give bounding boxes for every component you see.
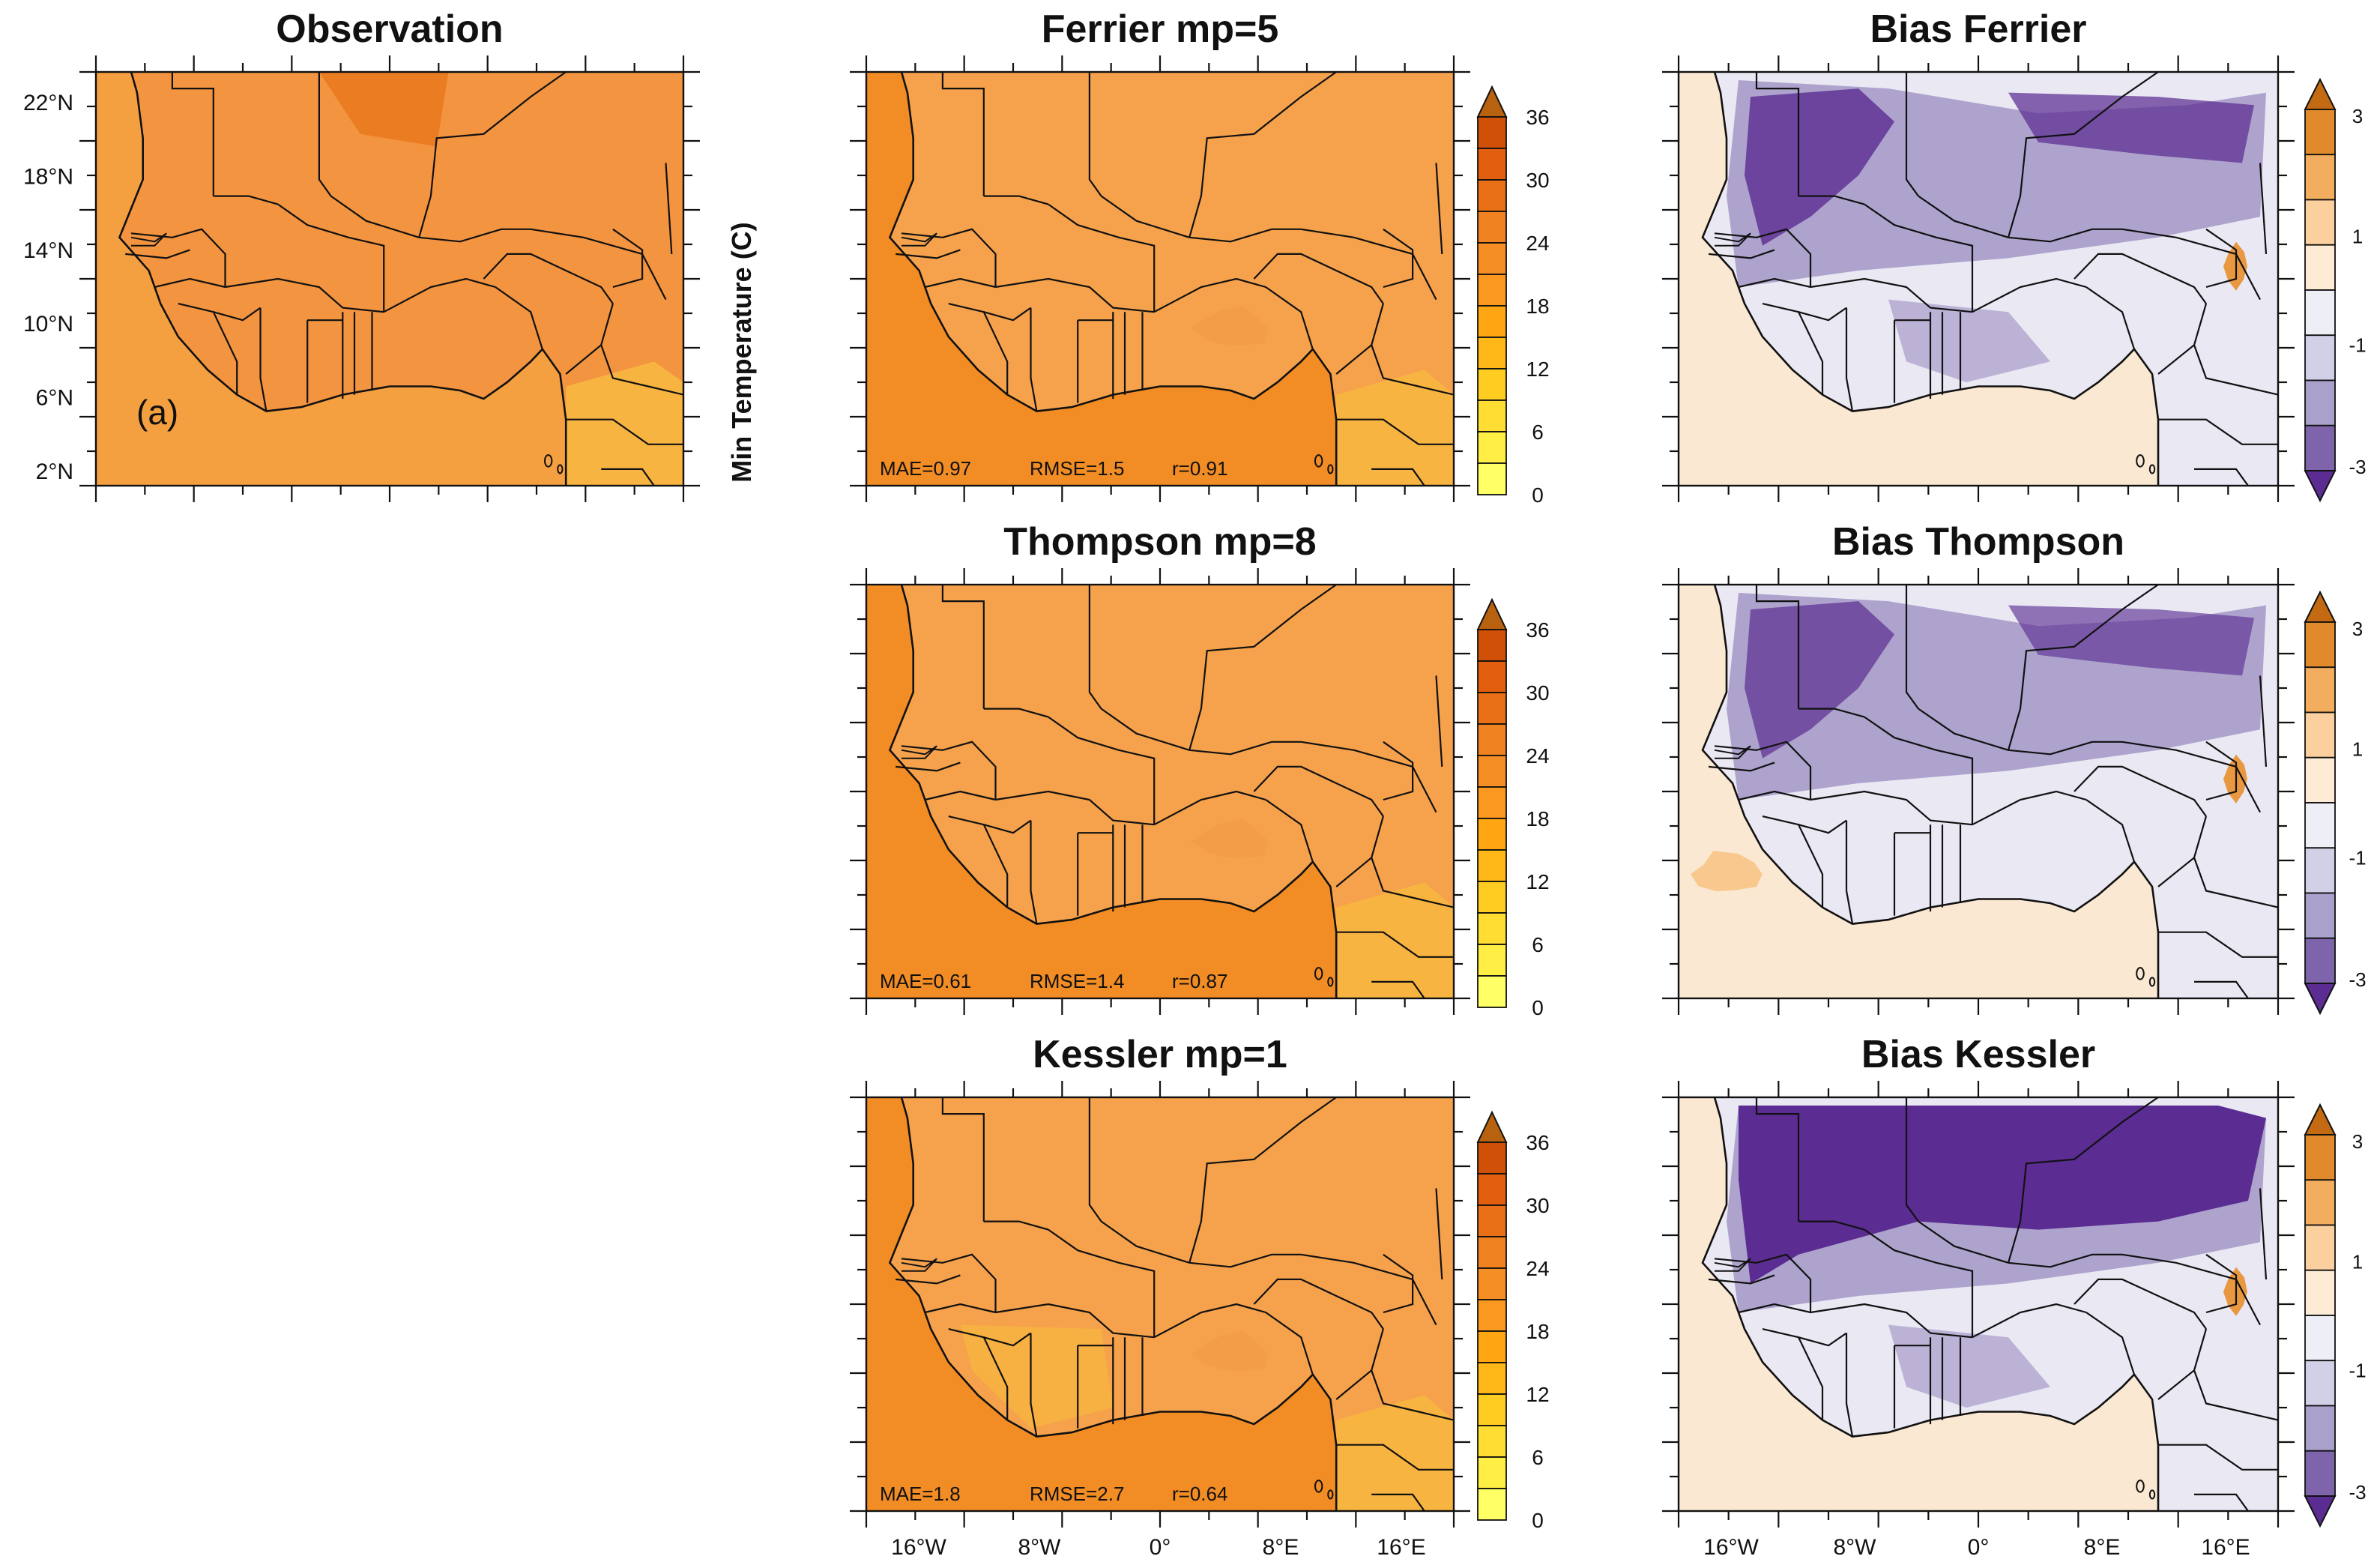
colorbar-label: 24 [1526,1257,1549,1280]
mae-stat: MAE=0.61 [880,970,971,992]
panel-bias-thompson: Bias Thompson 3 1 -1 -3 [1662,520,2367,1016]
colorbar-label: 30 [1526,1194,1549,1217]
colorbar-label: -1 [2349,1359,2366,1381]
colorbar-label: 24 [1526,232,1549,255]
colorbar-label: 18 [1526,295,1549,318]
colorbar-label: 3 [2352,1130,2363,1153]
colorbar-label: 3 [2352,105,2363,127]
colorbar-overflow-arrow [1476,597,1508,630]
lon-tick-label: 0° [1150,1535,1171,1560]
lat-tick-label: 10°N [23,312,73,337]
rmse-stat: RMSE=1.4 [1030,970,1124,992]
lat-tick-label: 6°N [36,386,73,411]
colorbar-label: 3 [2352,618,2363,640]
lon-tick-label: 0° [1968,1535,1990,1560]
panel-title: Bias Kessler [1861,1033,2095,1076]
lat-tick-label: 2°N [36,459,73,484]
colorbar-overflow-arrow [2304,1103,2337,1136]
lon-tick-label: 8°E [1263,1535,1299,1560]
colorbar-label: 6 [1532,933,1544,956]
panel-bias-ferrier: Bias Ferrier 3 1 -1 -3 [1662,7,2367,503]
correlation-stat: r=0.91 [1172,457,1227,480]
lon-tick-label: 8°W [1834,1535,1877,1560]
colorbar-axis-label: Min Temperature (C) [726,222,757,482]
rmse-stat: RMSE=1.5 [1030,457,1124,480]
mae-stat: MAE=0.97 [880,457,971,480]
lon-tick-label: 8°E [2084,1535,2121,1560]
colorbar-label: 1 [2352,1251,2363,1273]
colorbar-label: 24 [1526,744,1549,768]
lon-tick-label: 16°E [1377,1535,1425,1560]
colorbar-label: 1 [2352,738,2363,761]
panel-title: Bias Ferrier [1870,7,2086,51]
panel-observation: Observation 22°N 18°N 14°N 10°N 6°N 2°N (a) [23,7,700,502]
panel-title: Thompson mp=8 [1003,520,1316,564]
mae-stat: MAE=1.8 [880,1483,961,1505]
colorbar-label: -3 [2349,456,2366,478]
colorbar-label: 36 [1526,106,1549,129]
panel-title: Observation [276,7,503,51]
colorbar-overflow-arrow [2304,590,2337,623]
lon-tick-label: 16°W [1703,1535,1759,1560]
colorbar-label: -1 [2349,334,2366,356]
colorbar-underflow-arrow [2304,470,2337,503]
colorbar-label: 36 [1526,618,1549,642]
lat-tick-label: 22°N [23,91,73,115]
panel-bias-kessler: Bias Kessler 16°W 8°W 0° 8°E 16°E 3 1 -1 -3 [1662,1033,2367,1560]
panel-title: Bias Thompson [1832,520,2124,564]
colorbar-label: 0 [1532,1509,1544,1532]
colorbar-label: 12 [1526,358,1549,381]
colorbar-label: 30 [1526,681,1549,705]
lon-tick-label: 8°W [1018,1535,1062,1560]
colorbar-underflow-arrow [2304,983,2337,1016]
lat-tick-label: 14°N [23,238,73,263]
panel-kessler: Kessler mp=1 16°W 8°W 0° 8°E 16°E MAE=1.8 RMSE=… [850,1033,1550,1560]
correlation-stat: r=0.87 [1172,970,1227,992]
colorbar-label: 0 [1532,483,1544,507]
lon-tick-label: 16°E [2201,1535,2250,1560]
colorbar-label: 18 [1526,1320,1549,1343]
colorbar-label: 36 [1526,1131,1549,1154]
colorbar-label: 12 [1526,870,1549,893]
colorbar-label: 18 [1526,807,1549,830]
lat-tick-label: 18°N [23,164,73,189]
colorbar-label: -3 [2349,1481,2366,1504]
panel-label: (a) [136,393,178,432]
colorbar-label: 30 [1526,169,1549,192]
colorbar-overflow-arrow [1476,1110,1508,1143]
colorbar-label: 6 [1532,420,1544,444]
colorbar-label: -1 [2349,846,2366,869]
colorbar-label: -3 [2349,968,2366,991]
lon-tick-label: 16°W [891,1535,946,1560]
colorbar-label: 6 [1532,1446,1544,1469]
correlation-stat: r=0.64 [1172,1483,1227,1505]
colorbar-underflow-arrow [2304,1495,2337,1528]
colorbar-label: 0 [1532,996,1544,1019]
panel-title: Ferrier mp=5 [1042,7,1279,51]
panel-ferrier: Ferrier mp=5 MAE=0.97 RMSE=1.5 r=0.91 36 30 24… [850,7,1550,507]
panel-title: Kessler mp=1 [1033,1033,1287,1076]
colorbar-label: 12 [1526,1383,1549,1406]
colorbar-overflow-arrow [1476,85,1508,118]
colorbar-overflow-arrow [2304,77,2337,110]
rmse-stat: RMSE=2.7 [1030,1483,1124,1505]
colorbar-label: 1 [2352,226,2363,248]
panel-thompson: Thompson mp=8 MAE=0.61 RMSE=1.4 r=0.87 36 30 2… [850,520,1550,1019]
